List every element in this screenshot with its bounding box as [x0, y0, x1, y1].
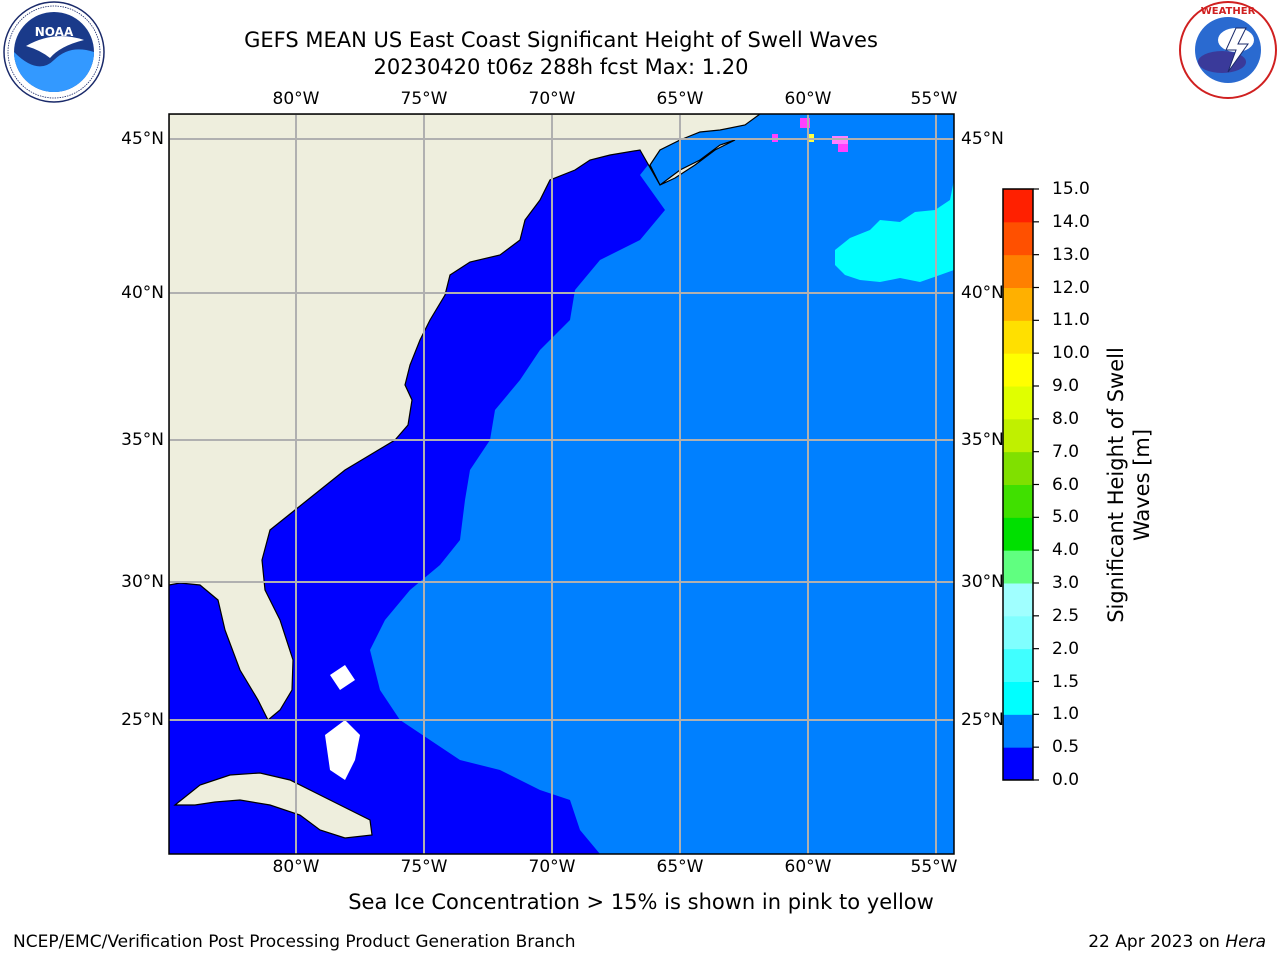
chart-subtitle: 20230420 t06z 288h fcst Max: 1.20 [373, 55, 749, 79]
lon-label-bottom: 75°W [400, 857, 448, 877]
lon-label-top: 70°W [528, 89, 576, 109]
chart-title: GEFS MEAN US East Coast Significant Heig… [244, 28, 878, 52]
colorbar-swatch [1003, 484, 1033, 518]
lon-label-top: 65°W [656, 89, 704, 109]
lat-label-right: 25°N [961, 710, 1004, 730]
land-bahamas [325, 665, 360, 780]
lat-label-left: 40°N [121, 283, 164, 303]
colorbar-tick-label: 3.0 [1052, 573, 1080, 593]
colorbar-swatch [1003, 189, 1033, 223]
colorbar-swatch [1003, 615, 1033, 650]
colorbar-label-line2: Waves [m] [1130, 428, 1154, 542]
colorbar-tick-label: 2.0 [1052, 638, 1080, 659]
lon-label-bottom: 80°W [272, 857, 320, 877]
credit-left: NCEP/EMC/Verification Post Processing Pr… [13, 932, 576, 952]
colorbar-swatch [1003, 681, 1033, 715]
colorbar-tick-label: 2.5 [1052, 605, 1080, 626]
colorbar-tick-label: 11.0 [1052, 310, 1090, 331]
lat-label-right: 40°N [961, 283, 1004, 303]
colorbar-label: Significant Height of Swell Waves [m] [1103, 347, 1155, 623]
colorbar-tick-label: 5.0 [1052, 507, 1080, 528]
land-cuba [173, 772, 373, 839]
lon-label-bottom: 70°W [528, 857, 576, 877]
lat-label-left: 25°N [121, 710, 164, 730]
lon-label-bottom: 65°W [656, 857, 704, 877]
colorbar-swatch [1003, 386, 1033, 420]
gridlines [169, 114, 954, 854]
colorbar-tick-label: 13.0 [1052, 244, 1090, 265]
colorbar-tick-label: 9.0 [1052, 376, 1080, 396]
colorbar-swatch [1003, 287, 1033, 321]
lat-label-left: 35°N [121, 430, 164, 450]
lat-label-right: 30°N [961, 572, 1004, 592]
lat-label-left: 45°N [121, 129, 164, 149]
credit-host: Hera [1225, 932, 1266, 952]
colorbar-swatch [1003, 517, 1033, 551]
colorbar-swatch [1003, 221, 1033, 256]
credit-right: 22 Apr 2023 on Hera [1088, 932, 1266, 952]
colorbar-tick-label: 1.5 [1052, 671, 1080, 692]
colorbar-tick-label: 1.0 [1052, 704, 1080, 725]
lat-label-right: 35°N [961, 430, 1004, 450]
colorbar-tick-label: 12.0 [1052, 277, 1090, 298]
swell-field-1-0-1-5 [835, 180, 954, 282]
colorbar-swatch [1003, 418, 1033, 453]
credit-date: 22 Apr 2023 on [1088, 932, 1220, 952]
colorbar-swatch [1003, 320, 1033, 354]
sea-ice-note: Sea Ice Concentration > 15% is shown in … [348, 890, 934, 914]
lon-label-top: 60°W [784, 89, 832, 109]
colorbar-label-line1: Significant Height of Swell [1104, 347, 1128, 623]
colorbar-tick-label: 15.0 [1052, 179, 1090, 199]
map-frame [168, 113, 955, 855]
lon-label-bottom: 60°W [784, 857, 832, 877]
colorbar-swatch [1003, 353, 1033, 387]
colorbar-swatch [1003, 714, 1033, 748]
colorbar-tick-label: 6.0 [1052, 474, 1080, 495]
colorbar-swatch [1003, 747, 1033, 781]
land-north-america [169, 114, 762, 721]
colorbar-swatch [1003, 254, 1033, 288]
colorbar-swatch [1003, 583, 1033, 617]
colorbar-tick-label: 0.0 [1052, 770, 1080, 790]
colorbar-swatch [1003, 451, 1033, 485]
colorbar-swatch [1003, 550, 1033, 584]
colorbar [1003, 189, 1033, 781]
lon-label-top: 55°W [910, 89, 958, 109]
colorbar-swatch [1003, 648, 1033, 682]
colorbar-tick-label: 14.0 [1052, 211, 1090, 232]
lat-label-right: 45°N [961, 129, 1004, 149]
colorbar-tick-label: 4.0 [1052, 540, 1080, 561]
lon-label-bottom: 55°W [910, 857, 958, 877]
lon-label-top: 80°W [272, 89, 320, 109]
lon-label-top: 75°W [400, 89, 448, 109]
colorbar-tick-label: 10.0 [1052, 343, 1090, 364]
lat-label-left: 30°N [121, 572, 164, 592]
colorbar-tick-label: 8.0 [1052, 408, 1080, 429]
colorbar-tick-label: 7.0 [1052, 441, 1080, 462]
colorbar-tick-label: 0.5 [1052, 737, 1080, 758]
